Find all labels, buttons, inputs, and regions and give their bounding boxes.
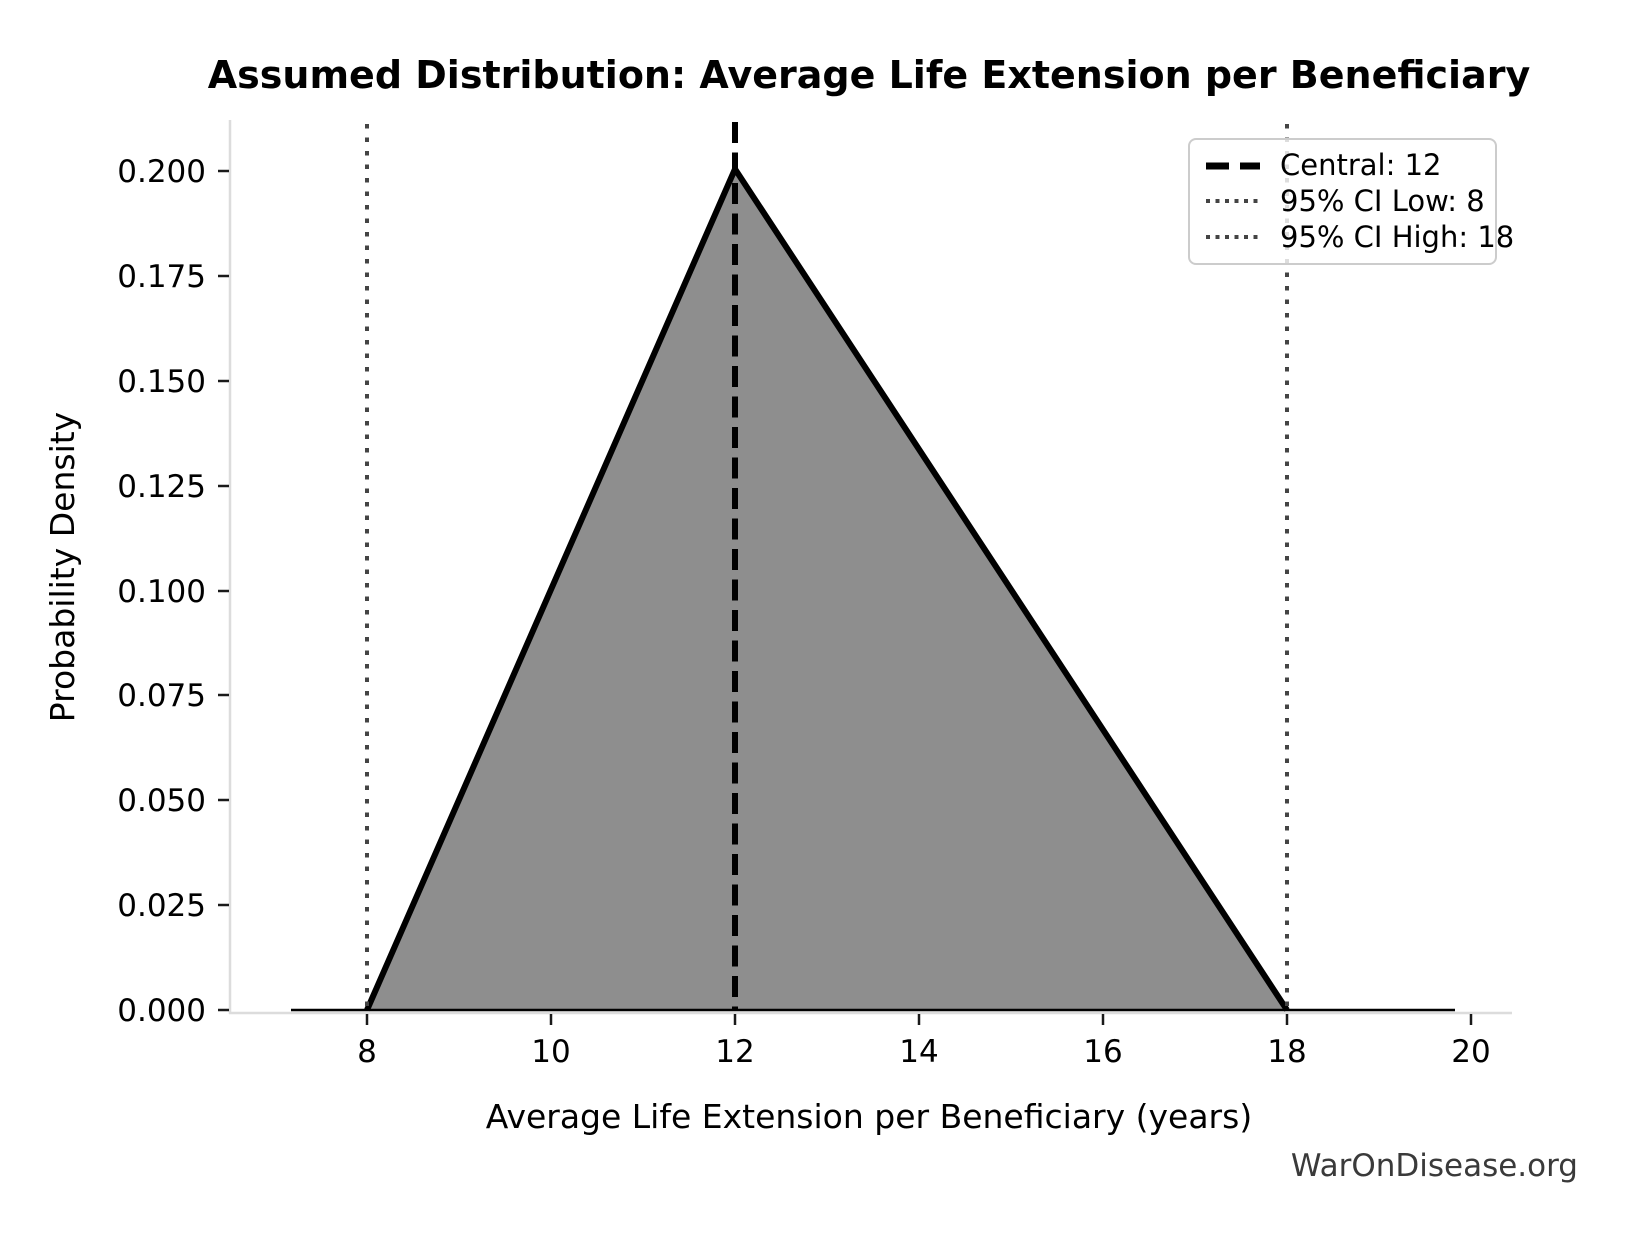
x-tick-marks	[365, 1014, 1473, 1025]
x-tick-label: 8	[357, 1034, 377, 1070]
y-axis-title: Probability Density	[43, 412, 82, 722]
x-tick-label: 10	[531, 1034, 570, 1070]
y-tick-label: 0.150	[117, 364, 206, 400]
x-tick-labels: 8 10 12 14 16 18 20	[357, 1034, 1491, 1070]
y-tick-label: 0.000	[117, 993, 206, 1029]
x-axis-title: Average Life Extension per Beneficiary (…	[486, 1097, 1252, 1136]
chart-legend: Central: 12 95% CI Low: 8 95% CI High: 1…	[1188, 138, 1514, 265]
y-tick-label: 0.175	[117, 259, 206, 295]
legend-row-ci-low: 95% CI Low: 8	[1204, 184, 1485, 218]
legend-row-central: Central: 12	[1204, 149, 1481, 183]
y-tick-labels: 0.000 0.025 0.050 0.075 0.100 0.125 0.15…	[117, 154, 206, 1029]
dotted-line-sample-icon	[1206, 235, 1260, 240]
x-tick-label: 20	[1451, 1034, 1490, 1070]
y-tick-marks	[218, 169, 229, 1012]
y-tick-label: 0.025	[117, 888, 206, 924]
x-tick-label: 18	[1267, 1034, 1306, 1070]
dashed-line-sample-icon	[1206, 162, 1260, 170]
y-tick-label: 0.100	[117, 574, 206, 610]
x-tick-label: 16	[1083, 1034, 1122, 1070]
chart-title: Assumed Distribution: Average Life Exten…	[208, 53, 1531, 97]
y-tick-label: 0.125	[117, 469, 206, 505]
dotted-line-sample-icon	[1206, 199, 1260, 204]
x-tick-label: 12	[715, 1034, 754, 1070]
x-tick-label: 14	[899, 1034, 938, 1070]
legend-row-ci-high: 95% CI High: 18	[1204, 220, 1514, 254]
legend-label-ci-high: 95% CI High: 18	[1280, 219, 1515, 254]
footer-watermark: WarOnDisease.org	[1291, 1148, 1578, 1184]
y-tick-label: 0.050	[117, 783, 206, 819]
density-fill-area	[367, 169, 1287, 1010]
legend-label-central: Central: 12	[1280, 148, 1442, 183]
y-tick-label: 0.200	[117, 154, 206, 190]
legend-label-ci-low: 95% CI Low: 8	[1280, 183, 1485, 218]
y-tick-label: 0.075	[117, 678, 206, 714]
